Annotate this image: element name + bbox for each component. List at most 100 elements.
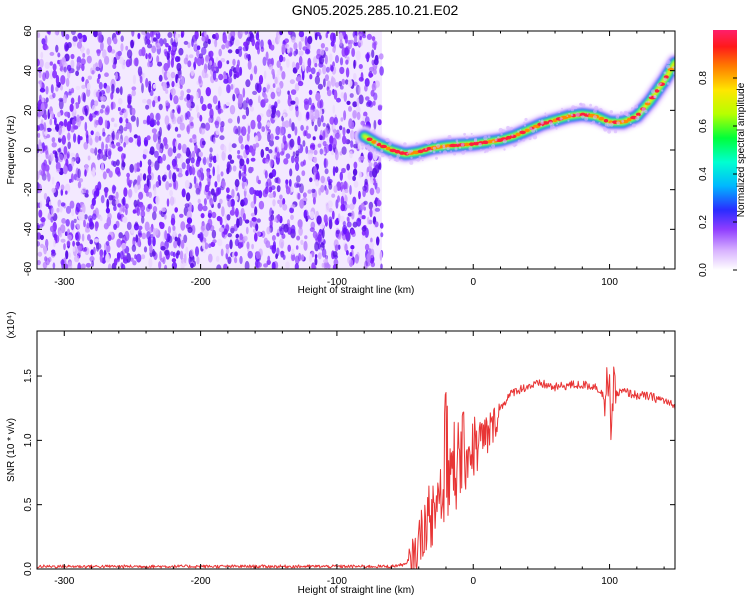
noise-speckle <box>350 121 355 129</box>
noise-speckle <box>314 241 319 252</box>
colorbar-ticks: 0.0 0.2 0.4 0.6 0.8 <box>698 71 737 277</box>
noise-speckle <box>218 73 224 81</box>
noise-speckle <box>320 175 326 184</box>
noise-speckle <box>91 260 94 268</box>
noise-speckle <box>55 74 60 86</box>
noise-speckle <box>352 101 358 108</box>
noise-speckle <box>218 48 222 57</box>
noise-speckle <box>89 239 93 245</box>
noise-speckle <box>55 86 59 92</box>
noise-speckle <box>94 100 99 107</box>
ridge-core <box>394 149 401 154</box>
noise-speckle <box>51 207 55 217</box>
noise-speckle <box>255 142 260 148</box>
noise-speckle <box>70 87 75 94</box>
noise-speckle <box>230 65 235 72</box>
noise-speckle <box>203 198 207 206</box>
noise-speckle <box>254 41 260 50</box>
noise-speckle <box>100 41 104 52</box>
noise-speckle <box>171 258 177 263</box>
noise-speckle <box>155 195 160 206</box>
noise-speckle <box>226 84 231 94</box>
noise-speckle <box>360 120 366 126</box>
noise-speckle <box>308 66 312 73</box>
noise-speckle <box>373 161 378 169</box>
noise-speckle <box>186 93 191 101</box>
ridge-fringe <box>422 159 424 162</box>
ridge-fringe <box>396 153 401 158</box>
ridge-fringe <box>522 138 526 142</box>
noise-speckle <box>367 100 372 107</box>
ridge-fringe <box>666 64 671 69</box>
noise-speckle <box>223 74 228 81</box>
noise-speckle <box>249 187 255 195</box>
ridge-fringe <box>500 133 503 136</box>
x-tick-label: -300 <box>54 277 74 288</box>
noise-speckle <box>332 104 336 114</box>
noise-speckle <box>353 35 358 43</box>
noise-speckle <box>137 229 142 236</box>
noise-speckle <box>279 227 284 236</box>
noise-speckle <box>315 179 320 187</box>
noise-speckle <box>51 187 56 193</box>
noise-speckle <box>80 189 84 195</box>
noise-speckle <box>316 215 322 225</box>
noise-speckle <box>44 45 49 50</box>
noise-speckle <box>239 31 245 35</box>
noise-speckle <box>52 70 58 79</box>
ridge-fringe <box>458 146 462 149</box>
noise-speckle <box>101 104 106 109</box>
noise-speckle <box>77 262 82 269</box>
noise-speckle <box>290 100 296 105</box>
noise-speckle <box>231 205 235 213</box>
noise-speckle <box>350 140 354 148</box>
noise-speckle <box>247 60 252 70</box>
noise-speckle <box>380 263 383 269</box>
ridge-fringe <box>524 117 528 122</box>
noise-speckle <box>324 54 328 65</box>
noise-speckle <box>344 33 348 44</box>
noise-speckle <box>71 209 75 217</box>
ridge-fringe <box>380 153 385 158</box>
colorbar-tick-label: 0.6 <box>698 119 709 133</box>
noise-speckle <box>243 41 248 47</box>
noise-speckle <box>216 153 219 162</box>
ridge-fringe <box>529 126 533 130</box>
noise-speckle <box>137 225 143 231</box>
noise-speckle <box>240 143 244 150</box>
noise-speckle <box>256 218 261 223</box>
noise-speckle <box>99 253 103 263</box>
ridge-fringe <box>586 112 589 115</box>
ridge-fringe <box>375 141 379 144</box>
ridge-fringe <box>517 130 520 133</box>
noise-speckle <box>304 100 309 111</box>
noise-speckle <box>195 161 200 168</box>
noise-speckle <box>98 149 104 160</box>
ridge-fringe <box>603 127 608 132</box>
noise-speckle <box>268 193 274 199</box>
noise-speckle <box>331 193 336 198</box>
noise-speckle <box>67 163 73 172</box>
noise-speckle <box>263 70 267 80</box>
noise-speckle <box>52 63 57 71</box>
colorbar-tick-label: 0.0 <box>698 263 709 277</box>
noise-speckle <box>319 136 324 141</box>
noise-speckle <box>225 224 230 232</box>
ridge-fringe <box>395 158 400 162</box>
noise-speckle <box>137 66 143 77</box>
noise-speckle <box>333 185 338 193</box>
noise-speckle <box>323 78 326 88</box>
noise-speckle <box>366 52 370 63</box>
noise-speckle <box>125 59 131 68</box>
noise-speckle <box>57 148 61 153</box>
noise-speckle <box>245 226 249 235</box>
noise-speckle <box>164 230 168 240</box>
noise-speckle <box>148 150 154 155</box>
noise-speckle <box>355 50 361 61</box>
noise-speckle <box>373 119 377 130</box>
noise-speckle <box>141 254 146 260</box>
ridge-fringe <box>409 160 414 165</box>
noise-speckle <box>195 182 199 187</box>
noise-speckle <box>223 103 226 110</box>
